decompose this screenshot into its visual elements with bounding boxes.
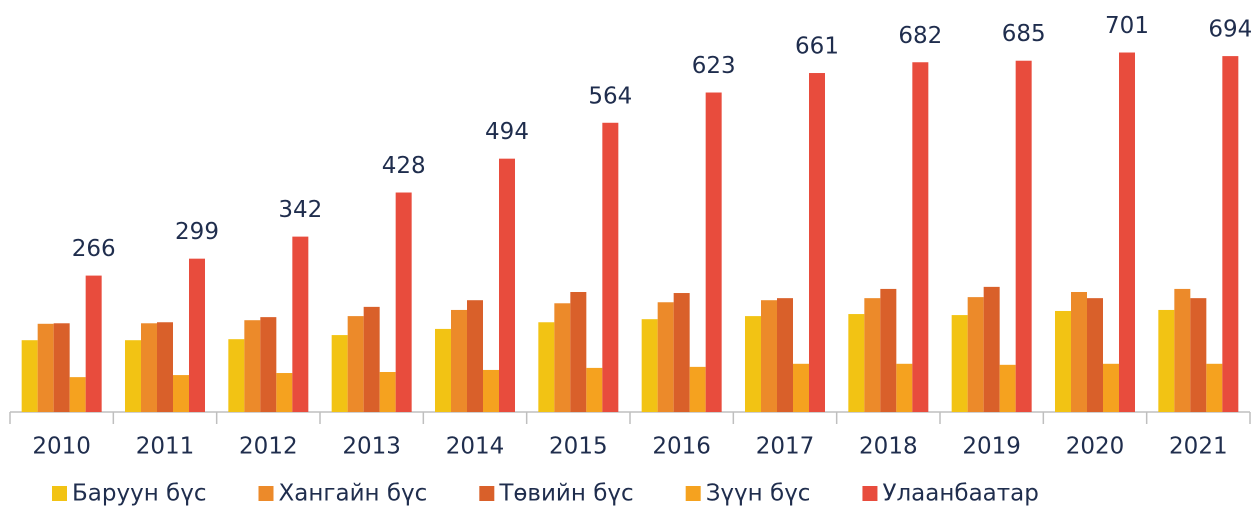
x-tick-label: 2019 <box>962 434 1021 460</box>
bar <box>1190 298 1207 412</box>
bar <box>641 319 658 412</box>
bar <box>848 314 865 412</box>
x-tick-label: 2012 <box>239 434 298 460</box>
bar <box>880 288 897 412</box>
bar <box>331 335 348 412</box>
legend-label: Баруун бүс <box>72 481 207 506</box>
data-label: 623 <box>692 53 736 79</box>
x-tick-label: 2013 <box>342 434 401 460</box>
bar <box>1206 363 1223 412</box>
bar <box>1055 310 1071 412</box>
data-label: 494 <box>485 119 529 145</box>
bar <box>53 323 70 412</box>
bar <box>657 302 674 412</box>
bar <box>157 322 173 412</box>
legend-label: Хангайн бүс <box>279 481 428 506</box>
x-tick-label: 2021 <box>1169 434 1228 460</box>
bar <box>244 320 261 412</box>
bar <box>141 323 157 412</box>
bar <box>745 316 761 412</box>
bar <box>228 339 245 412</box>
bar <box>999 364 1016 412</box>
bar <box>793 363 809 412</box>
x-tick-label: 2018 <box>859 434 918 460</box>
x-tick-label: 2015 <box>549 434 608 460</box>
bar <box>602 122 619 413</box>
bar <box>673 293 690 412</box>
legend-swatch <box>479 486 495 501</box>
legend-swatch <box>685 486 701 501</box>
bar <box>435 328 451 412</box>
bar <box>538 322 555 412</box>
data-label: 661 <box>795 34 839 60</box>
bar <box>1158 309 1175 412</box>
bar <box>705 92 722 412</box>
bar <box>761 300 777 412</box>
bar <box>983 286 1000 412</box>
bar <box>1103 363 1119 412</box>
bar <box>1015 60 1032 412</box>
x-tick-label: 2010 <box>32 434 91 460</box>
bar <box>951 315 968 412</box>
bar <box>21 340 38 412</box>
bar <box>689 366 706 412</box>
data-label: 564 <box>588 83 632 109</box>
bar <box>864 298 881 412</box>
bar <box>1119 52 1135 413</box>
x-tick-label: 2017 <box>756 434 815 460</box>
bar <box>85 275 102 412</box>
bar <box>363 306 380 412</box>
x-tick-label: 2020 <box>1066 434 1125 460</box>
bar <box>125 340 141 412</box>
bar <box>499 158 515 412</box>
bar <box>467 300 483 412</box>
data-label: 682 <box>898 23 942 49</box>
bar <box>1174 288 1191 412</box>
bar <box>451 309 467 412</box>
data-label: 685 <box>1002 21 1046 47</box>
data-label: 701 <box>1105 13 1149 39</box>
bar <box>809 73 825 413</box>
bar <box>379 372 396 412</box>
legend-label: Улаанбаатар <box>882 481 1038 506</box>
data-label: 299 <box>175 219 219 245</box>
data-label: 342 <box>278 197 322 223</box>
bar <box>1071 292 1087 412</box>
bar <box>912 62 929 412</box>
bar <box>896 363 913 412</box>
legend-swatch <box>862 486 878 501</box>
bar <box>173 375 189 412</box>
bar <box>347 316 364 412</box>
bar <box>189 258 205 412</box>
bar <box>586 367 603 412</box>
bar <box>395 192 412 412</box>
x-tick-label: 2016 <box>652 434 711 460</box>
data-label: 266 <box>72 236 116 262</box>
bar <box>777 298 793 412</box>
bar <box>483 369 499 412</box>
bar <box>260 317 277 412</box>
bar <box>1222 56 1239 412</box>
legend-label: Зүүн бүс <box>706 481 811 506</box>
bar <box>570 292 587 412</box>
legend-label: Төвийн бүс <box>498 481 633 506</box>
bar <box>1087 298 1103 412</box>
bar <box>37 323 54 412</box>
x-tick-label: 2011 <box>136 434 195 460</box>
data-label: 694 <box>1208 17 1252 43</box>
bar <box>554 303 571 412</box>
bar <box>69 377 86 412</box>
legend-swatch <box>258 486 274 501</box>
data-label: 428 <box>382 153 426 179</box>
legend-swatch <box>52 486 67 501</box>
bar <box>292 236 309 412</box>
x-tick-label: 2014 <box>446 434 505 460</box>
bar <box>276 373 293 412</box>
bar <box>967 297 984 412</box>
